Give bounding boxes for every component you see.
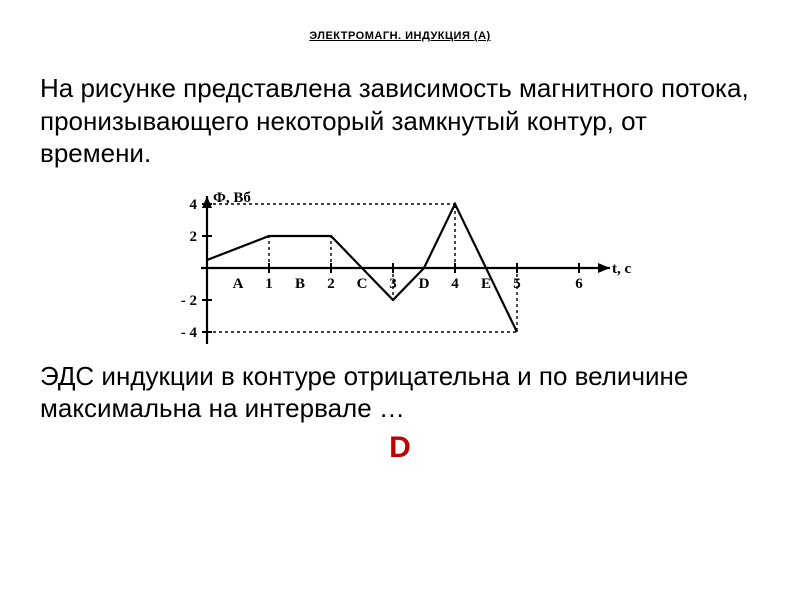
svg-text:A: A [233,276,244,292]
svg-text:Ф, Вб: Ф, Вб [213,190,251,206]
svg-text:E: E [481,276,491,292]
svg-text:6: 6 [575,276,583,292]
svg-text:2: 2 [327,276,335,292]
question-text-after: ЭДС индукции в контуре отрицательна и по… [40,360,760,425]
question-text-before: На рисунке представлена зависимость магн… [40,72,760,170]
svg-text:4: 4 [190,197,198,213]
svg-text:- 2: - 2 [181,293,197,309]
svg-text:D: D [419,276,430,292]
answer-letter: D [40,431,760,465]
svg-text:2: 2 [190,229,198,245]
svg-text:C: C [357,276,368,292]
flux-time-chart: - 4 - 2 2 4 1 2 3 4 5 6 A B C D E Ф, Вб t, c [165,176,635,356]
svg-text:B: B [295,276,305,292]
svg-text:- 4: - 4 [181,325,198,341]
svg-text:1: 1 [265,276,273,292]
chart-container: - 4 - 2 2 4 1 2 3 4 5 6 A B C D E Ф, Вб t, c [40,176,760,356]
svg-text:5: 5 [513,276,521,292]
svg-text:t, c: t, c [612,261,631,277]
svg-text:4: 4 [451,276,459,292]
page-title: ЭЛЕКТРОМАГН. ИНДУКЦИЯ (А) [40,30,760,42]
svg-text:3: 3 [389,276,397,292]
